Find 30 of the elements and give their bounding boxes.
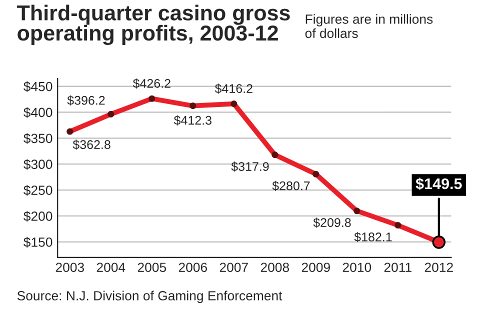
x-tick-label: 2009	[302, 262, 330, 272]
chart-title: Third-quarter casino gross operating profits, 2003-12	[17, 4, 290, 46]
y-tick-label: $300	[24, 159, 52, 170]
y-tick-label: $400	[24, 107, 52, 118]
x-tick-label: 2010	[342, 262, 372, 272]
text: $362.8	[72, 140, 110, 150]
x-tick-label: 2003	[56, 262, 84, 272]
y-tick-label: $250	[24, 185, 52, 196]
chart-subtitle: Figures are in millions of dollars	[305, 14, 433, 38]
x-tick-label: 2004	[96, 262, 126, 272]
x-tick-label: 2005	[138, 262, 166, 272]
text: $209.8	[313, 218, 351, 228]
x-tick-label: 2012	[424, 262, 453, 272]
y-tick-label: $350	[24, 133, 52, 144]
y-tick-label: $200	[24, 210, 52, 222]
text: $317.9	[231, 162, 269, 172]
text: $426.2	[132, 78, 170, 89]
text: $182.1	[354, 232, 392, 242]
text: $412.3	[174, 115, 212, 126]
x-tick-label: 2006	[178, 262, 207, 272]
text: $149.5	[416, 178, 462, 190]
text: $280.7	[272, 180, 310, 191]
x-tick-label: 2011	[384, 262, 412, 272]
y-tick-label: $450	[24, 81, 52, 92]
x-tick-label: 2008	[260, 262, 290, 272]
text: $416.2	[214, 84, 252, 94]
text: $396.2	[67, 95, 105, 106]
source-note: Source: N.J. Division of Gaming Enforcement	[17, 290, 282, 304]
x-tick-label: 2007	[220, 262, 248, 272]
y-tick-label: $150	[24, 236, 52, 248]
